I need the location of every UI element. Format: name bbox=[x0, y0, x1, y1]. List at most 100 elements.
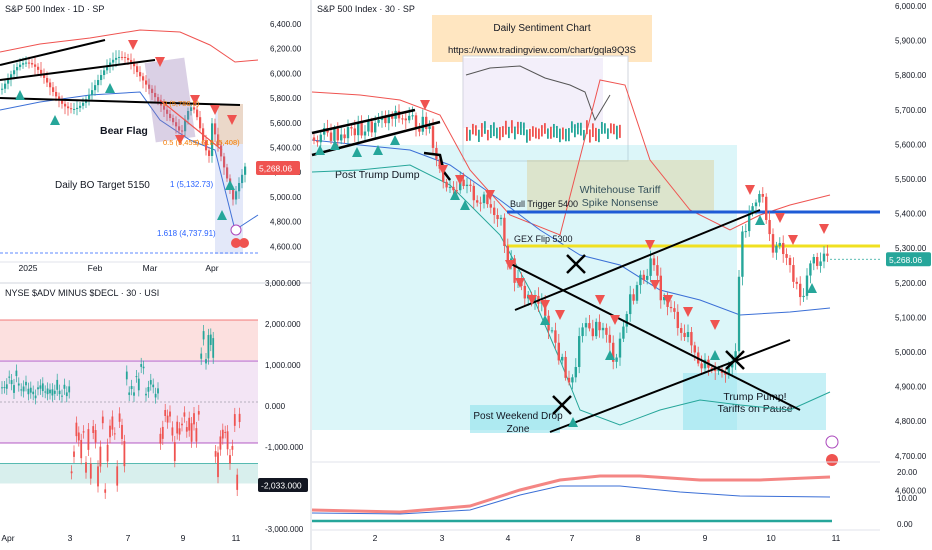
main-candle-body bbox=[588, 323, 591, 329]
daily-candle-body bbox=[226, 167, 229, 179]
daily-trendline-horizontal bbox=[0, 97, 241, 106]
breadth-time-label: 7 bbox=[126, 533, 131, 543]
sub-indicator-red-line bbox=[311, 474, 831, 514]
sentiment-thumb-volume bbox=[580, 122, 582, 136]
main-candle-body bbox=[601, 327, 605, 331]
main-candle-body bbox=[595, 321, 598, 337]
breadth-candle-body bbox=[1, 387, 3, 389]
sentiment-thumb-volume bbox=[541, 125, 543, 137]
breadth-candle-body bbox=[8, 376, 11, 378]
main-price-tick: 5,500.00 bbox=[895, 175, 927, 184]
main-candle-body bbox=[741, 231, 744, 277]
sentiment-thumb-volume bbox=[523, 122, 525, 136]
sentiment-thumb-volume bbox=[610, 123, 612, 134]
daily-bearflag-arrow bbox=[159, 99, 223, 151]
main-candle-body bbox=[312, 137, 316, 141]
us-flag-icon bbox=[826, 454, 838, 466]
main-candle-body bbox=[802, 295, 805, 298]
main-sell-signal bbox=[595, 295, 605, 305]
daily-sell-signal bbox=[128, 40, 138, 50]
main-buy-signal bbox=[540, 315, 550, 325]
main-candle-body bbox=[445, 181, 448, 188]
daily-candle-body bbox=[103, 70, 106, 76]
daily-candle-body bbox=[109, 62, 112, 67]
main-buy-signal bbox=[450, 190, 460, 200]
daily-price-tick: 6,200.00 bbox=[270, 45, 302, 54]
sentiment-thumb-volume bbox=[505, 120, 507, 135]
breadth-candle-body bbox=[70, 471, 73, 474]
main-candle-body bbox=[744, 231, 747, 233]
main-candle-body bbox=[771, 234, 775, 253]
sentiment-thumb-volume bbox=[520, 121, 522, 135]
daily-bo-target-text: Daily BO Target 5150 bbox=[55, 180, 150, 191]
curved-arrow bbox=[423, 151, 451, 181]
main-price-tick: 4,800.00 bbox=[895, 417, 927, 426]
breadth-candle-body bbox=[61, 395, 63, 397]
daily-price-tick: 4,600.00 bbox=[270, 242, 302, 251]
sentiment-thumb-volume bbox=[601, 121, 603, 134]
main-candle-body bbox=[346, 127, 350, 139]
breadth-candle-body bbox=[29, 387, 32, 393]
breadth-candle-body bbox=[63, 384, 66, 389]
main-time-label: 10 bbox=[766, 533, 776, 543]
daily-candle-body bbox=[193, 107, 196, 110]
main-buy-signal bbox=[315, 145, 325, 155]
main-candle-body bbox=[564, 356, 567, 378]
breadth-candle-body bbox=[106, 444, 109, 462]
sentiment-thumb-volume bbox=[598, 128, 600, 143]
main-candle-body bbox=[748, 212, 751, 232]
daily-candle-body bbox=[127, 58, 130, 60]
main-candle-body bbox=[812, 257, 815, 264]
main-candle-body bbox=[571, 377, 574, 383]
sentiment-thumb-volume bbox=[589, 129, 591, 143]
main-candle-body bbox=[816, 257, 819, 266]
main-buy-signal bbox=[373, 145, 383, 155]
breadth-candle-body bbox=[111, 416, 114, 430]
main-candle-body bbox=[567, 377, 571, 383]
daily-candle-body bbox=[235, 191, 238, 200]
breadth-candle-body bbox=[51, 389, 54, 396]
x-mark bbox=[566, 254, 586, 274]
main-price-tick: 5,600.00 bbox=[895, 140, 927, 149]
main-buy-signal bbox=[568, 417, 578, 427]
main-candle-body bbox=[574, 367, 577, 378]
sub-indicator-blue-line bbox=[311, 485, 831, 515]
sentiment-thumb-volume bbox=[616, 125, 618, 140]
breadth-candle-body bbox=[226, 431, 229, 450]
sentiment-thumb-volume bbox=[571, 121, 573, 133]
sentiment-thumb-volume bbox=[538, 128, 540, 140]
daily-bear-flag-text: Bear Flag bbox=[100, 125, 148, 137]
sentiment-thumb-volume bbox=[607, 128, 609, 139]
main-candle-body bbox=[635, 285, 639, 301]
daily-buy-signal bbox=[15, 90, 25, 100]
main-candle-body bbox=[693, 345, 696, 353]
breadth-axis-tick: -1,000.000 bbox=[265, 443, 304, 452]
daily-candle-body bbox=[4, 83, 7, 89]
daily-candle-body bbox=[88, 94, 91, 100]
breadth-candle-body bbox=[188, 417, 191, 431]
breadth-time-label: 11 bbox=[232, 533, 241, 543]
breadth-candle-body bbox=[77, 432, 80, 441]
main-candle-body bbox=[700, 363, 703, 369]
breadth-candle-body bbox=[157, 388, 159, 394]
daily-candle-body bbox=[220, 145, 223, 157]
post-trump-dump-text: Post Trump Dump bbox=[335, 169, 420, 181]
main-price-tick: 4,700.00 bbox=[895, 452, 927, 461]
daily-candle-body bbox=[121, 56, 124, 58]
main-panel-title: S&P 500 Index · 30 · SP bbox=[317, 4, 415, 14]
breadth-candle-body bbox=[185, 427, 188, 432]
main-sell-signal bbox=[515, 278, 525, 288]
sentiment-thumb-volume bbox=[559, 128, 561, 143]
breadth-candle-body bbox=[92, 426, 95, 434]
daily-candle-body bbox=[199, 117, 202, 129]
daily-candle-body bbox=[241, 174, 244, 184]
main-candle-body bbox=[506, 245, 509, 264]
breadth-axis-tick: 1,000.000 bbox=[265, 361, 301, 370]
main-candle-body bbox=[768, 219, 771, 235]
breadth-candle-body bbox=[104, 489, 107, 493]
breadth-candle-body bbox=[212, 338, 215, 358]
main-sell-signal bbox=[527, 295, 537, 305]
sub-axis-tick: 20.00 bbox=[897, 468, 918, 477]
daily-candle-body bbox=[22, 63, 25, 65]
